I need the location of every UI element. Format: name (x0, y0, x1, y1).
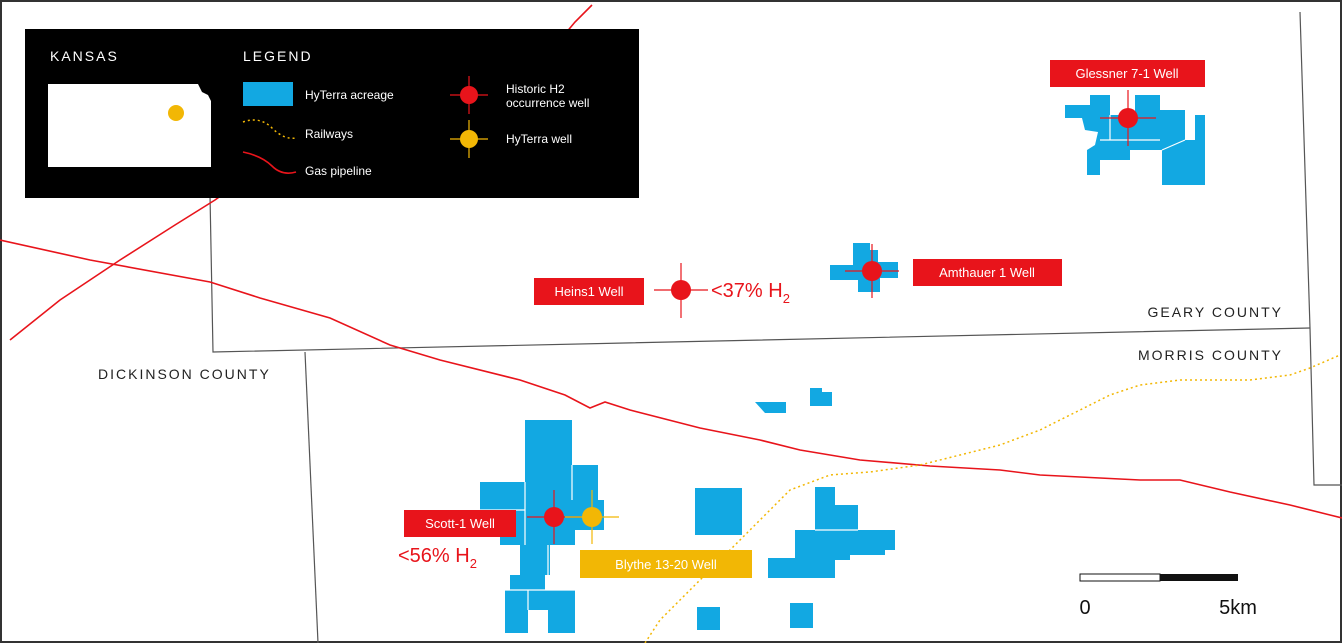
well-label-heins[interactable]: Heins1 Well (534, 278, 644, 305)
well-label-glessner[interactable]: Glessner 7-1 Well (1050, 60, 1205, 87)
hyterra-well-icon (582, 507, 602, 527)
svg-text:Scott-1 Well: Scott-1 Well (425, 516, 495, 531)
historic-well-icon (544, 507, 564, 527)
well-label-amthauer[interactable]: Amthauer 1 Well (913, 259, 1062, 286)
acreage-parcel (697, 607, 720, 630)
h2-concentration-scott: <56% H2 (398, 545, 477, 571)
acreage-parcel (480, 420, 604, 633)
legend-panel: KANSAS LEGEND HyTerra acreage Railways G… (25, 29, 639, 198)
gas-pipeline-main (0, 239, 1342, 519)
legend-acreage-swatch (243, 82, 293, 106)
svg-text:Blythe 13-20 Well: Blythe 13-20 Well (615, 557, 717, 572)
hyterra-well-icon (460, 130, 478, 148)
legend-hyterra-symbol (450, 120, 488, 158)
acreage-parcel (695, 488, 742, 535)
county-label-dickinson: DICKINSON COUNTY (98, 366, 271, 382)
county-label-morris: MORRIS COUNTY (1138, 347, 1283, 363)
well-marker-amthauer[interactable] (845, 244, 899, 298)
acreage-parcel (768, 487, 895, 578)
historic-well-icon (460, 86, 478, 104)
svg-text:Glessner 7-1 Well: Glessner 7-1 Well (1075, 66, 1178, 81)
legend-pipeline-symbol (242, 151, 297, 174)
well-marker-glessner[interactable] (1100, 90, 1156, 146)
scale-start-label: 0 (1079, 597, 1090, 619)
well-marker-blythe[interactable] (565, 490, 619, 544)
well-label-scott[interactable]: Scott-1 Well (404, 510, 516, 537)
legend-hyterra-label: HyTerra well (506, 132, 572, 146)
legend-railway-symbol (242, 119, 297, 140)
scale-end-label: 5km (1219, 597, 1257, 619)
legend-historic-label-1: Historic H2 (506, 82, 565, 96)
acreage-parcel (755, 402, 786, 413)
county-boundaries (209, 11, 1342, 643)
svg-text:Heins1 Well: Heins1 Well (554, 284, 623, 299)
county-label-geary: GEARY COUNTY (1147, 304, 1283, 320)
inset-map-title: KANSAS (50, 48, 119, 64)
scale-bar: 0 5km (1079, 573, 1257, 619)
legend-historic-symbol (450, 76, 488, 114)
well-marker-heins[interactable] (654, 263, 708, 318)
legend-acreage-label: HyTerra acreage (305, 88, 394, 102)
kansas-inset-map (48, 84, 211, 167)
svg-text:Amthauer 1 Well: Amthauer 1 Well (939, 265, 1035, 280)
historic-well-icon (671, 280, 691, 300)
legend-railway-label: Railways (305, 127, 353, 141)
legend-pipeline-label: Gas pipeline (305, 164, 372, 178)
acreage-parcel (790, 603, 813, 628)
legend-historic-label-2: occurrence well (506, 96, 589, 110)
acreage-parcel (810, 388, 832, 406)
project-location-marker (168, 105, 184, 121)
well-label-blythe[interactable]: Blythe 13-20 Well (580, 550, 752, 578)
historic-well-icon (862, 261, 882, 281)
h2-concentration-heins: <37% H2 (711, 280, 790, 306)
legend-title: LEGEND (243, 48, 313, 64)
historic-well-icon (1118, 108, 1138, 128)
